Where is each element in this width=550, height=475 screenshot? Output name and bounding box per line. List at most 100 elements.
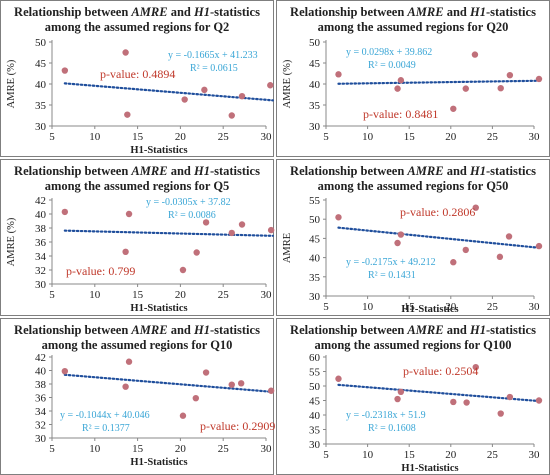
data-point	[394, 239, 401, 247]
data-point	[125, 358, 133, 365]
x-tick-label: 5	[49, 131, 55, 143]
data-point	[201, 86, 208, 94]
y-tick-label: 36	[35, 393, 47, 405]
x-tick-label: 5	[323, 131, 329, 143]
data-point	[394, 85, 401, 92]
y-axis-label: AMRE (%)	[282, 59, 293, 108]
chart-subtitle: among the assumed regions for Q5	[45, 179, 230, 193]
p-value-label: p-value: 0.2806	[400, 205, 475, 219]
y-tick-label: 30	[35, 279, 47, 291]
title-part: -statistics	[210, 5, 260, 19]
trend-line	[337, 383, 542, 403]
x-tick-label: 15	[404, 449, 416, 461]
chart-panel-2: Relationship between AMRE and H1-statist…	[276, 0, 550, 157]
x-tick-label: 25	[487, 301, 499, 313]
x-tick-label: 30	[261, 289, 273, 301]
chart-subtitle: among the assumed regions for Q2	[45, 20, 230, 34]
chart-subtitle: among the assumed regions for Q50	[318, 179, 509, 193]
x-tick-label: 10	[89, 289, 101, 301]
data-point	[202, 219, 210, 226]
title-part: Relationship between	[290, 323, 407, 337]
panel-frame	[0, 318, 274, 475]
y-axis-label: AMRE	[282, 233, 293, 263]
y-tick-label: 30	[35, 121, 47, 133]
x-tick-label: 25	[487, 131, 499, 143]
data-point	[397, 231, 405, 238]
x-tick-label: 10	[362, 131, 374, 143]
chart-title: Relationship between AMRE and H1-statist…	[14, 164, 260, 178]
data-point	[122, 383, 129, 390]
x-tick-label: 30	[529, 449, 541, 461]
y-tick-label: 45	[309, 58, 321, 70]
title-part: -statistics	[210, 164, 260, 178]
data-point	[61, 208, 69, 216]
x-tick-label: 10	[89, 443, 101, 455]
y-tick-label: 35	[309, 100, 321, 112]
y-tick-label: 34	[35, 406, 47, 418]
data-point	[122, 248, 129, 255]
y-tick-label: 35	[35, 100, 47, 112]
data-point	[335, 375, 342, 382]
data-point	[122, 49, 129, 56]
data-point	[471, 51, 479, 58]
y-tick-label: 50	[309, 37, 321, 49]
x-tick-label: 5	[323, 449, 329, 461]
data-point	[335, 71, 342, 78]
y-tick-label: 30	[309, 121, 321, 133]
y-tick-label: 32	[35, 265, 46, 277]
x-tick-label: 20	[445, 449, 457, 461]
data-point	[394, 395, 401, 403]
y-tick-label: 38	[35, 223, 47, 235]
title-part: and	[444, 5, 470, 19]
title-part: AMRE	[130, 164, 167, 178]
data-point	[124, 111, 131, 118]
chart-subtitle: among the assumed regions for Q10	[42, 338, 233, 352]
r-squared: R² = 0.0615	[190, 63, 238, 74]
title-part: and	[168, 5, 194, 19]
data-point	[267, 226, 275, 234]
data-point	[267, 387, 275, 394]
trend-equation: y = -0.2318x + 51.9	[346, 410, 426, 421]
y-tick-label: 55	[309, 367, 321, 379]
x-tick-label: 5	[323, 301, 329, 313]
y-tick-label: 30	[309, 439, 321, 451]
data-point	[462, 246, 469, 254]
data-point	[505, 233, 513, 240]
x-axis-label: H1-Statistics	[401, 304, 458, 315]
x-tick-label: 15	[404, 301, 416, 313]
x-tick-label: 10	[362, 301, 374, 313]
x-axis-label: H1-Statistics	[130, 457, 187, 468]
title-part: -statistics	[486, 323, 536, 337]
data-point	[472, 204, 479, 211]
title-part: and	[168, 323, 194, 337]
y-tick-label: 50	[309, 214, 321, 226]
data-point	[179, 266, 187, 274]
title-part: AMRE	[406, 5, 443, 19]
trend-equation: y = -0.2175x + 49.212	[346, 257, 436, 268]
chart-panel-3: Relationship between AMRE and H1-statist…	[0, 159, 275, 316]
data-point	[125, 210, 133, 218]
title-part: H1	[469, 5, 486, 19]
data-point	[237, 380, 245, 387]
y-tick-label: 40	[309, 79, 321, 91]
data-point	[397, 388, 405, 395]
data-point	[450, 105, 457, 112]
y-tick-label: 45	[309, 233, 321, 245]
x-tick-label: 20	[175, 443, 187, 455]
r-squared: R² = 0.1431	[368, 270, 416, 281]
data-point	[506, 71, 514, 79]
p-value-label: p-value: 0.4894	[100, 67, 175, 81]
panel-frame	[276, 0, 550, 157]
data-point	[267, 82, 274, 89]
trend-equation: y = -0.1665x + 41.233	[168, 50, 258, 61]
x-tick-label: 15	[132, 443, 144, 455]
data-point	[450, 259, 457, 266]
x-tick-label: 20	[175, 131, 187, 143]
x-axis-label: H1-Statistics	[130, 145, 187, 156]
trend-line	[337, 79, 542, 85]
y-tick-label: 32	[35, 420, 46, 432]
x-tick-label: 30	[261, 131, 273, 143]
x-tick-label: 10	[89, 131, 101, 143]
data-point	[535, 242, 543, 250]
y-tick-label: 36	[35, 237, 47, 249]
